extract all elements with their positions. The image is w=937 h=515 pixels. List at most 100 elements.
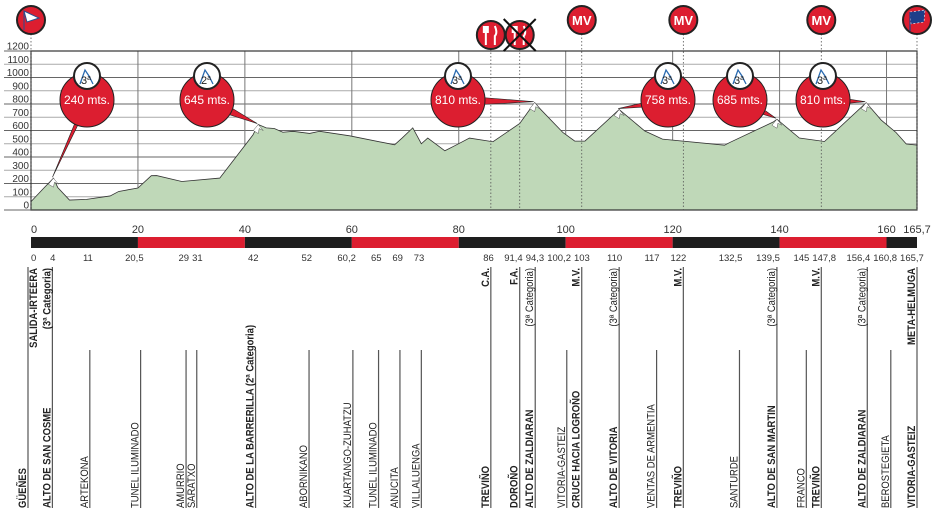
climb-elevation: 810 mts. — [800, 93, 846, 107]
station-top-label: (3ª Categoria) — [766, 268, 778, 327]
climb-marker: 685 mts. 3a — [712, 62, 783, 129]
icon-circle — [566, 5, 597, 35]
station-km-label: 29 — [178, 253, 189, 264]
flag-shape — [23, 10, 41, 30]
x-tick-label: 160 — [877, 224, 895, 236]
x-tick-label: 20 — [132, 224, 144, 236]
station-top-label: F.A. — [509, 268, 521, 285]
y-tick-label: 600 — [12, 121, 29, 132]
station-name: BEROSTEGIETA — [880, 435, 892, 508]
y-tick-label: 100 — [12, 187, 29, 198]
station-name: ALTO DE VITORIA — [609, 426, 621, 508]
start-flag-icon — [16, 5, 46, 35]
snow-cap — [771, 118, 783, 129]
y-tick-label: 1000 — [7, 68, 30, 79]
station-km-label: 110 — [607, 253, 622, 264]
station-top-label: SALIDA-IRTEERA — [28, 267, 40, 347]
station-km-label: 122 — [670, 253, 686, 264]
plot-frame — [30, 50, 918, 211]
station-name: ABORNIKANO — [298, 445, 310, 508]
station-km-label: 60,2 — [337, 253, 356, 264]
station-name: SARATXO — [186, 464, 198, 508]
climb-category: 3a — [662, 75, 672, 87]
km-bar-segment — [565, 237, 673, 248]
x-tick-label: 120 — [663, 224, 681, 236]
station-top-label: M.V. — [673, 268, 685, 287]
climb-category: 2a — [201, 75, 211, 87]
climb-marker: 810 mts. 3a — [795, 62, 872, 128]
mountain-icon — [660, 68, 675, 85]
icon-circle — [668, 5, 699, 35]
snow-cap — [252, 124, 264, 134]
climb-marker: 645 mts. 2a — [179, 62, 264, 134]
station-name: TREVIÑO — [809, 466, 823, 508]
elevation-area — [31, 102, 917, 210]
station-km-label: 132,5 — [719, 253, 743, 264]
station-name: ANUCITA — [389, 467, 401, 508]
station-name: TREVIÑO — [478, 466, 492, 508]
mountain-icon — [199, 68, 214, 85]
station-top-label: META-HELMUGA — [906, 267, 918, 345]
station-name: AMURRIO — [175, 463, 187, 508]
station-top-label: M.V. — [571, 268, 583, 287]
station-name: ALTO DE ZALDIARAN — [525, 410, 537, 508]
station-name: ARTEKONA — [79, 456, 91, 508]
station-top-label: C.A. — [480, 268, 492, 287]
finish-flag-icon — [902, 5, 932, 35]
climb-marker: 810 mts. 3a — [430, 62, 540, 128]
climb-elevation: 685 mts. — [717, 93, 763, 107]
station-km-label: 73 — [414, 253, 425, 264]
y-tick-label: 700 — [12, 108, 29, 119]
y-tick-label: 400 — [12, 148, 29, 159]
mountain-icon — [450, 68, 465, 85]
station-km-label: 160,8 — [873, 253, 897, 264]
station-km-label: 52 — [301, 253, 312, 264]
station-km-label: 86 — [483, 253, 494, 264]
climb-elevation: 645 mts. — [184, 93, 230, 107]
station-km-label: 156,4 — [846, 253, 870, 264]
y-tick-label: 0 — [23, 201, 29, 212]
station-name: VENTAS DE ARMENTIA — [646, 404, 658, 508]
station-km-label: 100,2 — [547, 253, 571, 264]
station-top-label: (3ª Categoria) — [857, 268, 869, 327]
station-name: FRANCO — [796, 468, 808, 508]
climb-elevation: 810 mts. — [435, 93, 481, 107]
y-tick-label: 300 — [12, 161, 29, 172]
station-top-label: (3ª Categoria) — [525, 268, 537, 327]
climb-category: 3a — [817, 75, 827, 87]
mv-sprint-icon: MV — [668, 5, 699, 35]
mv-label: MV — [572, 13, 592, 28]
km-bar-segment — [31, 237, 138, 248]
fork-knife-shape — [482, 25, 498, 45]
snow-cap — [48, 177, 59, 188]
station-top-label: (3ª Categoria) — [609, 268, 621, 327]
mv-label: MV — [674, 13, 694, 28]
y-tick-label: 1200 — [7, 42, 30, 53]
station-name: DOROÑO — [507, 465, 521, 508]
station-name: VITORIA-GASTEIZ — [556, 427, 568, 508]
mv-sprint-icon: MV — [566, 5, 597, 35]
x-tick-label: 40 — [239, 224, 251, 236]
km-bar-segment — [458, 237, 566, 248]
climb-elevation: 240 mts. — [64, 93, 110, 107]
checkered-flag — [909, 9, 926, 25]
x-tick-label: 100 — [557, 224, 575, 236]
icon-circle — [475, 20, 506, 50]
mountain-icon — [79, 68, 94, 85]
km-bar-segment — [351, 237, 459, 248]
station-name: CRUCE HACIA LOGROÑO — [569, 391, 583, 508]
station-name: TREVIÑO — [671, 466, 685, 508]
km-bar-segment — [137, 237, 245, 248]
y-tick-label: 200 — [12, 174, 29, 185]
station-km-label: 117 — [644, 253, 659, 264]
station-km-label: 139,5 — [756, 253, 780, 264]
station-km-label: 103 — [574, 253, 590, 264]
station-km-label: 0 — [31, 253, 36, 264]
mountain-icon — [815, 68, 830, 85]
station-name: ALTO DE SAN COSME — [42, 407, 54, 508]
elevation-line — [30, 102, 918, 202]
station-km-label: 20,5 — [125, 253, 144, 264]
station-name: ALTO DE SAN MARTIN — [766, 405, 778, 508]
end-feed-zone-icon — [503, 18, 537, 52]
